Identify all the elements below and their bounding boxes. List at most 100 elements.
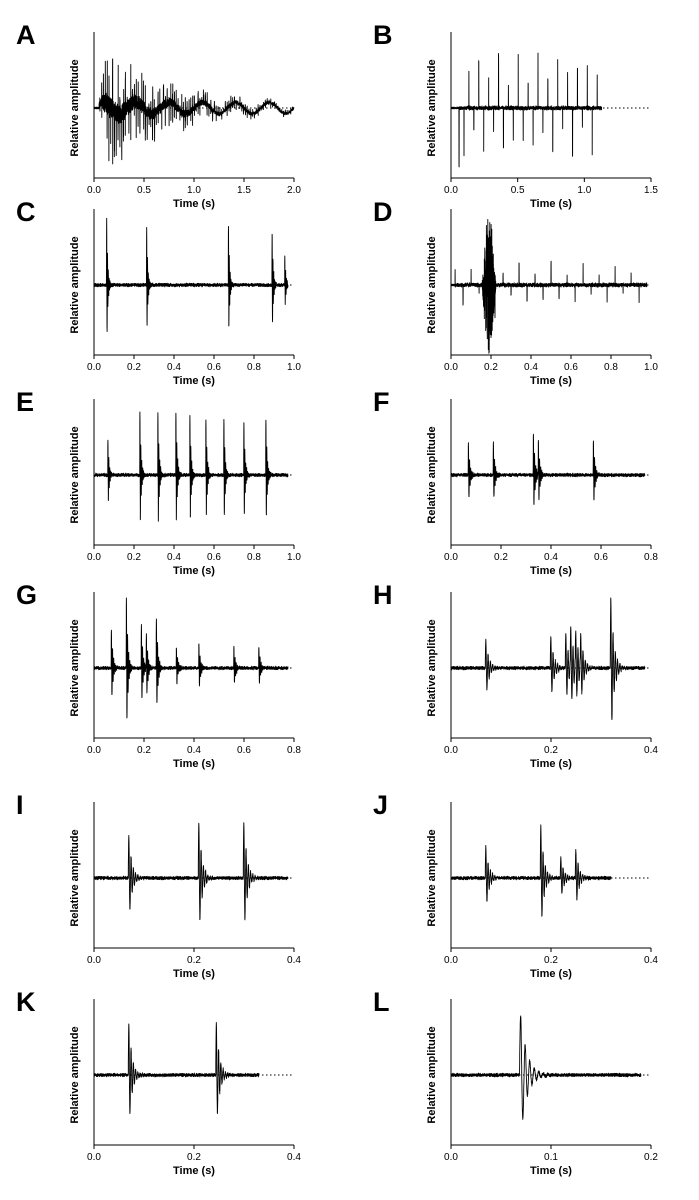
x-axis-title: Time (s) — [173, 375, 215, 387]
waveform-trace — [93, 217, 289, 332]
x-tick-label: 1.0 — [577, 185, 591, 196]
panel-j: J 0.0 0.2 0.4 Time (s) Relative amplitude — [373, 790, 658, 980]
panel-k: K 0.0 0.2 0.4 Time (s) Relative amplitude — [16, 987, 301, 1177]
y-axis-title: Relative amplitude — [69, 619, 81, 716]
x-tick-label: 0.4 — [167, 362, 181, 373]
waveform-trace — [450, 597, 646, 721]
x-tick-label: 0.2 — [127, 362, 141, 373]
panel-letter: B — [373, 20, 393, 50]
y-axis-title: Relative amplitude — [426, 59, 438, 156]
x-tick-label: 0.0 — [87, 185, 101, 196]
x-tick-label: 0.6 — [207, 552, 221, 563]
x-tick-label: 0.1 — [544, 1152, 558, 1163]
y-axis-title: Relative amplitude — [69, 829, 81, 926]
panel-i: I 0.0 0.2 0.4 Time (s) Relative amplitude — [16, 790, 301, 980]
panel-l: L 0.0 0.1 0.2 Time (s) Relative amplitude — [373, 987, 658, 1177]
x-axis-title: Time (s) — [173, 565, 215, 577]
x-tick-label: 1.0 — [187, 185, 201, 196]
x-tick-label: 1.5 — [644, 185, 658, 196]
x-axis-title: Time (s) — [530, 565, 572, 577]
x-axis-title: Time (s) — [173, 198, 215, 210]
panel-d: D 0.0 0.2 0.4 0.6 0.8 1.0 Time (s) Relative ampl… — [373, 197, 658, 387]
y-axis-title: Relative amplitude — [426, 1026, 438, 1123]
x-tick-label: 0.8 — [604, 362, 618, 373]
x-tick-label: 0.2 — [187, 955, 201, 966]
x-tick-label: 1.0 — [287, 362, 301, 373]
x-tick-label: 0.4 — [544, 552, 558, 563]
x-tick-label: 1.0 — [644, 362, 658, 373]
y-axis-title: Relative amplitude — [426, 236, 438, 333]
panel-h: H 0.0 0.2 0.4 Time (s) Relative amplitude — [373, 580, 658, 770]
x-tick-label: 0.2 — [494, 552, 508, 563]
x-tick-label: 0.8 — [287, 745, 301, 756]
x-tick-label: 0.8 — [247, 362, 261, 373]
panel-g: G 0.0 0.2 0.4 0.6 0.8 Time (s) Relative amplitu… — [16, 580, 301, 770]
x-tick-label: 0.4 — [287, 955, 301, 966]
panel-letter: E — [16, 387, 34, 417]
x-tick-label: 0.0 — [87, 955, 101, 966]
x-tick-label: 0.4 — [287, 1152, 301, 1163]
waveform-trace — [93, 597, 289, 719]
panel-letter: D — [373, 197, 393, 227]
x-tick-label: 0.2 — [544, 745, 558, 756]
x-tick-label: 1.5 — [237, 185, 251, 196]
x-tick-label: 2.0 — [287, 185, 301, 196]
y-axis-title: Relative amplitude — [426, 426, 438, 523]
y-axis-title: Relative amplitude — [426, 829, 438, 926]
y-axis-title: Relative amplitude — [426, 619, 438, 716]
x-axis-title: Time (s) — [530, 198, 572, 210]
x-tick-label: 0.0 — [444, 552, 458, 563]
x-tick-label: 0.6 — [237, 745, 251, 756]
x-tick-label: 0.2 — [544, 955, 558, 966]
x-tick-label: 0.4 — [167, 552, 181, 563]
x-tick-label: 0.8 — [644, 552, 658, 563]
x-tick-label: 0.2 — [644, 1152, 658, 1163]
x-tick-label: 0.4 — [644, 745, 658, 756]
y-axis-title: Relative amplitude — [69, 236, 81, 333]
x-axis-title: Time (s) — [530, 758, 572, 770]
panel-letter: G — [16, 580, 37, 610]
x-tick-label: 0.0 — [444, 185, 458, 196]
x-tick-label: 0.4 — [644, 955, 658, 966]
panel-letter: L — [373, 987, 390, 1017]
waveform-trace — [93, 411, 289, 522]
x-axis-title: Time (s) — [173, 968, 215, 980]
waveform-trace — [93, 58, 295, 165]
panel-b: B 0.0 0.5 1.0 1.5 Time (s) Relative amplitude — [373, 20, 658, 210]
x-axis-title: Time (s) — [530, 968, 572, 980]
panel-letter: J — [373, 790, 388, 820]
x-tick-label: 0.0 — [87, 1152, 101, 1163]
x-tick-label: 0.0 — [444, 1152, 458, 1163]
waveform-trace — [450, 1015, 642, 1120]
x-axis-title: Time (s) — [173, 758, 215, 770]
y-axis-title: Relative amplitude — [69, 1026, 81, 1123]
x-axis-title: Time (s) — [530, 1165, 572, 1177]
waveform-trace — [93, 1022, 260, 1115]
x-tick-label: 1.0 — [287, 552, 301, 563]
x-tick-label: 0.8 — [247, 552, 261, 563]
waveform-trace — [450, 824, 612, 917]
x-tick-label: 0.6 — [594, 552, 608, 563]
waveform-trace — [450, 433, 646, 505]
x-tick-label: 0.6 — [207, 362, 221, 373]
panel-letter: H — [373, 580, 393, 610]
x-tick-label: 0.0 — [87, 552, 101, 563]
waveform-trace — [450, 219, 648, 354]
x-tick-label: 0.0 — [444, 745, 458, 756]
x-tick-label: 0.5 — [511, 185, 525, 196]
y-axis-title: Relative amplitude — [69, 59, 81, 156]
x-axis-title: Time (s) — [530, 375, 572, 387]
x-tick-label: 0.0 — [87, 745, 101, 756]
x-tick-label: 0.4 — [187, 745, 201, 756]
x-tick-label: 0.4 — [524, 362, 538, 373]
panel-letter: K — [16, 987, 36, 1017]
x-tick-label: 0.2 — [137, 745, 151, 756]
panel-letter: F — [373, 387, 390, 417]
x-tick-label: 0.2 — [484, 362, 498, 373]
x-tick-label: 0.2 — [187, 1152, 201, 1163]
panel-f: F 0.0 0.2 0.4 0.6 0.8 Time (s) Relative amplitu… — [373, 387, 658, 577]
panel-c: C 0.0 0.2 0.4 0.6 0.8 1.0 Time (s) Relative ampl… — [16, 197, 301, 387]
x-axis-title: Time (s) — [173, 1165, 215, 1177]
x-tick-label: 0.2 — [127, 552, 141, 563]
